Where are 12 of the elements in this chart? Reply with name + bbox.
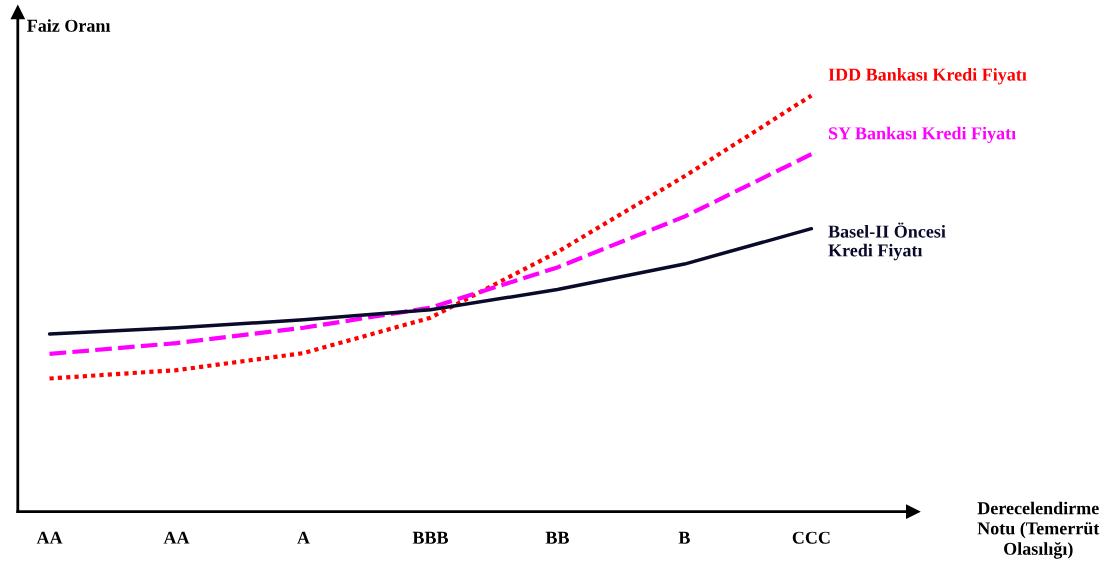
y-axis-title: Faiz Oranı (27, 19, 111, 32)
series-label: Basel-II Öncesi Kredi Fiyatı (828, 222, 946, 261)
x-tick-label: AA (36, 531, 63, 544)
x-tick-label: A (297, 531, 310, 544)
series-label: SY Bankası Kredi Fiyatı (829, 126, 1016, 144)
x-tick-label: AA (163, 531, 190, 544)
x-tick-label: BB (545, 531, 569, 544)
x-tick-label: B (678, 531, 690, 544)
x-axis-title: Derecelendirme Notu (Temerrüt Olasılığı) (977, 501, 1100, 559)
series-label: IDD Bankası Kredi Fiyatı (828, 68, 1027, 85)
x-tick-label: CCC (792, 531, 830, 544)
x-tick-label: BBB (412, 531, 449, 544)
